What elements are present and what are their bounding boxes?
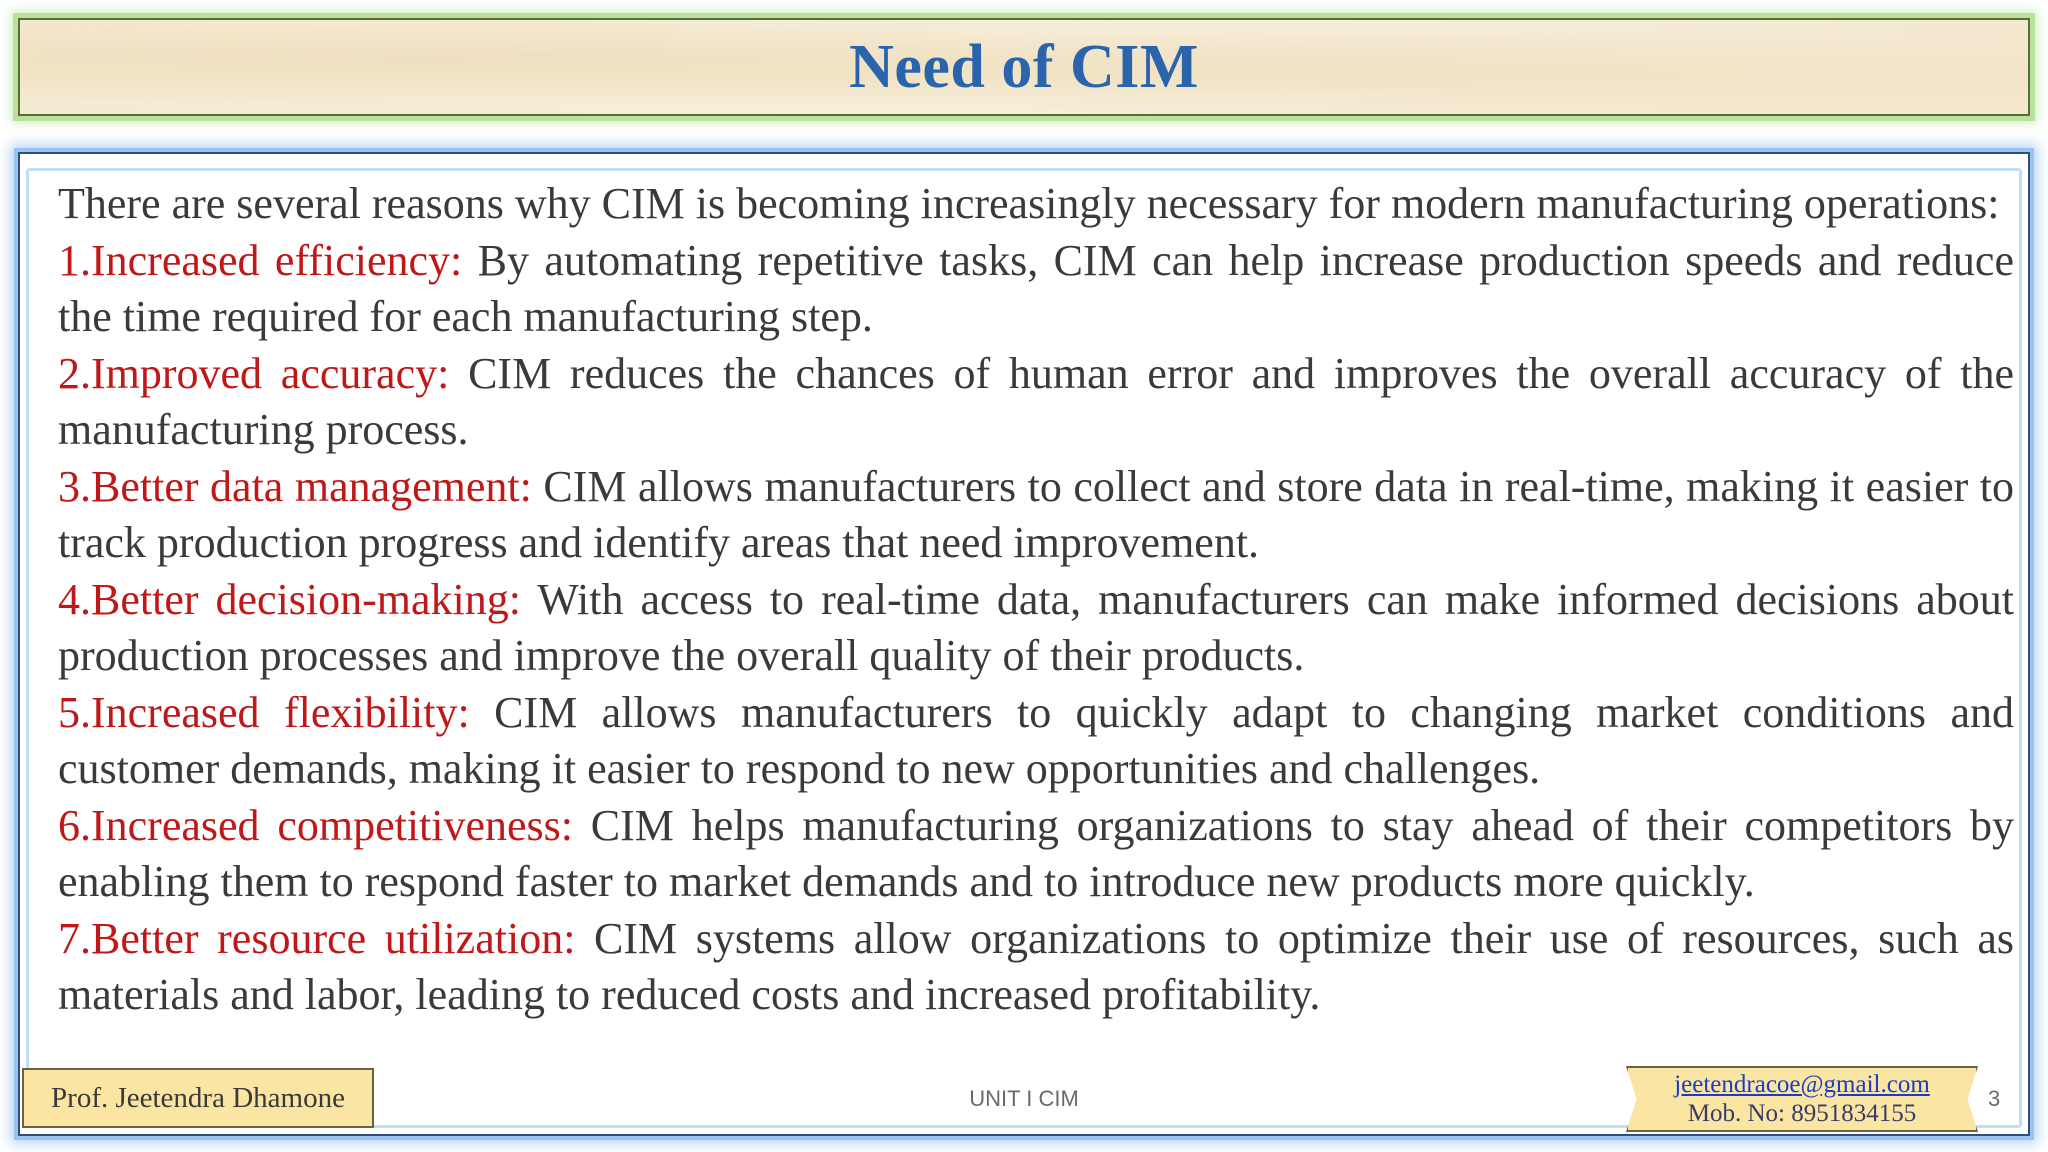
point-text: CIM systems allow organizations to optim… bbox=[58, 913, 2015, 1020]
point-label: 2.Improved accuracy: bbox=[58, 348, 450, 398]
author-name: Prof. Jeetendra Dhamone bbox=[51, 1081, 345, 1114]
point-item: 4.Better decision-making: With access to… bbox=[58, 572, 2014, 685]
content-panel bbox=[18, 152, 2030, 1136]
page-number: 3 bbox=[1988, 1086, 2001, 1111]
point-text: CIM allows manufacturers to collect and … bbox=[58, 461, 2015, 568]
point-item: 6.Increased competitiveness: CIM helps m… bbox=[58, 798, 2014, 911]
unit-label: UNIT I CIM bbox=[969, 1086, 1079, 1111]
mobile-number: Mob. No: 8951834155 bbox=[1687, 1100, 1917, 1127]
email-link[interactable]: jeetendracoe@gmail.com bbox=[1674, 1071, 1930, 1098]
point-text: CIM allows manufacturers to quickly adap… bbox=[58, 687, 2014, 794]
point-text: By automating repetitive tasks, CIM can … bbox=[58, 235, 2014, 342]
point-label: 7.Better resource utilization: bbox=[58, 913, 576, 963]
slide-title: Need of CIM bbox=[849, 32, 1199, 101]
slide-body: There are several reasons why CIM is bec… bbox=[58, 176, 2014, 1024]
intro-paragraph: There are several reasons why CIM is bec… bbox=[58, 179, 2000, 228]
title-banner: Need of CIM bbox=[18, 18, 2030, 116]
point-label: 1.Increased efficiency: bbox=[58, 235, 463, 285]
point-label: 4.Better decision-making: bbox=[58, 574, 522, 624]
point-item: 2.Improved accuracy: CIM reduces the cha… bbox=[58, 346, 2014, 459]
contact-badge: jeetendracoe@gmail.com Mob. No: 89518341… bbox=[1626, 1066, 1978, 1132]
point-text: With access to real-time data, manufactu… bbox=[58, 574, 2014, 681]
author-badge: Prof. Jeetendra Dhamone bbox=[22, 1068, 374, 1128]
point-item: 1.Increased efficiency: By automating re… bbox=[58, 233, 2014, 346]
point-item: 5.Increased flexibility: CIM allows manu… bbox=[58, 685, 2014, 798]
point-item: 7.Better resource utilization: CIM syste… bbox=[58, 911, 2014, 1024]
point-text: CIM helps manufacturing organizations to… bbox=[58, 800, 2014, 907]
point-item: 3.Better data management: CIM allows man… bbox=[58, 459, 2014, 572]
point-label: 6.Increased competitiveness: bbox=[58, 800, 574, 850]
point-text: CIM reduces the chances of human error a… bbox=[58, 348, 2014, 455]
point-label: 3.Better data management: bbox=[58, 461, 532, 511]
point-label: 5.Increased flexibility: bbox=[58, 687, 470, 737]
